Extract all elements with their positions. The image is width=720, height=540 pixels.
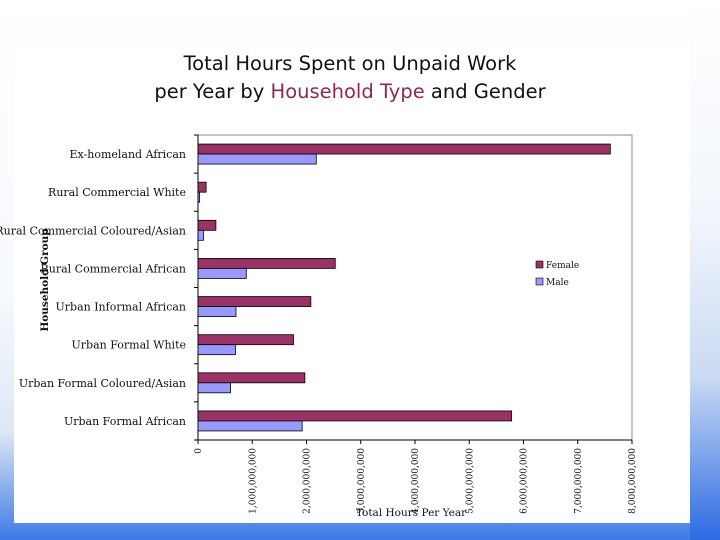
category-label-5: Urban Formal White (72, 339, 186, 352)
bar-female-1 (197, 181, 207, 193)
x-tick-label-7: 7,000,000,000 (574, 448, 584, 514)
x-tick-label-3: 3,000,000,000 (357, 448, 367, 514)
bar-male-2 (197, 229, 204, 241)
bar-male-7 (197, 420, 303, 432)
x-axis-label: Total Hours Per Year (356, 507, 467, 519)
bar-female-5 (197, 334, 294, 346)
right-decorative-stripe (690, 0, 720, 540)
x-tick-label-5: 5,000,000,000 (465, 448, 475, 514)
chart-title: Total Hours Spent on Unpaid Work per Yea… (0, 50, 700, 106)
title-accent-text: Household Type (270, 80, 425, 103)
category-label-6: Urban Formal Coloured/Asian (19, 377, 186, 390)
bar-male-4 (197, 306, 237, 317)
category-label-7: Urban Formal African (64, 415, 186, 428)
legend-label-male: Male (546, 278, 569, 288)
bar-male-0 (197, 153, 317, 165)
bar-female-3 (197, 258, 336, 269)
plot-area: Ex-homeland African Rural Commercial Whit… (0, 134, 638, 514)
bar-female-7 (197, 410, 512, 422)
bar-male-1 (197, 191, 201, 203)
bar-female-4 (197, 296, 312, 307)
bar-male-3 (197, 268, 247, 279)
x-tick-label-0: 0 (194, 448, 204, 454)
x-tick-label-8: 8,000,000,000 (628, 448, 638, 514)
x-tick-label-1: 1,000,000,000 (248, 448, 258, 514)
title-line-2-end: and Gender (424, 80, 546, 103)
title-line-2: per Year by Household Type and Gender (0, 78, 700, 106)
y-axis-label: Household Group (39, 228, 51, 331)
legend-label-female: Female (546, 261, 579, 271)
category-label-2: Rural Commercial Coloured/Asian (0, 224, 186, 237)
bar-female-2 (197, 219, 217, 231)
legend-swatch-female (535, 260, 544, 269)
bar-female-0 (197, 143, 611, 155)
bar-male-5 (197, 344, 236, 356)
legend-swatch-male (535, 277, 544, 286)
category-label-1: Rural Commercial White (48, 186, 186, 199)
x-tick-label-6: 6,000,000,000 (520, 448, 530, 514)
x-tick-label-4: 4,000,000,000 (411, 448, 421, 514)
category-label-0: Ex-homeland African (69, 148, 186, 161)
title-line-2-start: per Year by (154, 80, 271, 103)
x-tick-label-2: 2,000,000,000 (303, 448, 313, 514)
bar-female-6 (197, 372, 306, 384)
category-label-3: Rural Commercial African (40, 262, 186, 275)
category-label-4: Urban Informal African (56, 301, 187, 314)
title-line-1: Total Hours Spent on Unpaid Work (183, 52, 517, 75)
bar-male-6 (197, 382, 231, 394)
